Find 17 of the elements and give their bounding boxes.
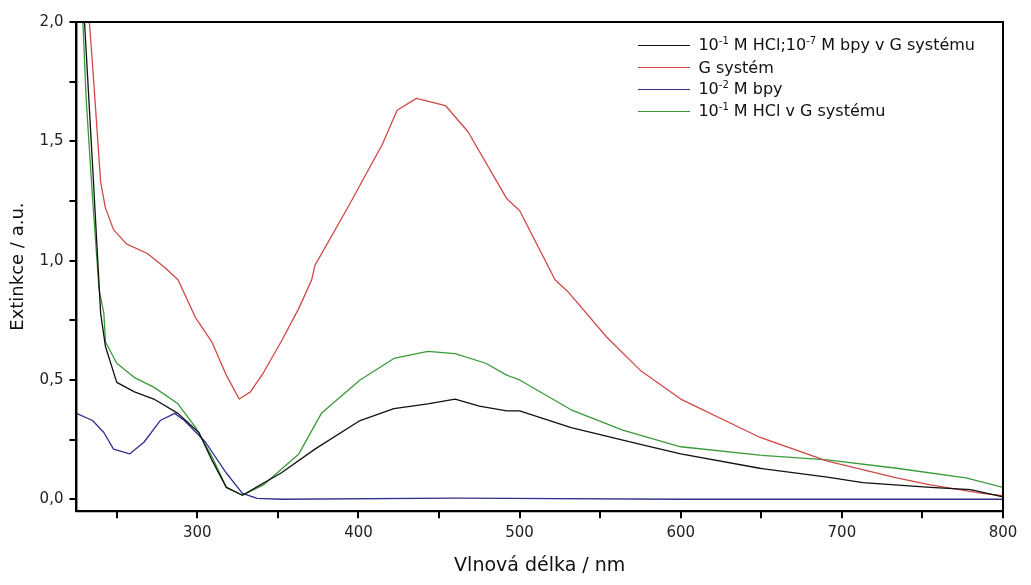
y-tick-label: 2,0 (39, 11, 64, 30)
x-tick-label: 600 (666, 523, 696, 542)
legend-label: G systém (698, 57, 774, 77)
legend-label: 10$^{-1}$ M HCl v G systému (698, 101, 886, 121)
x-tick-label: 400 (344, 523, 373, 542)
legend-label: 10$^{-2}$ M bpy (698, 79, 783, 99)
y-tick-label: 1,0 (39, 250, 64, 269)
y-tick-label: 0,0 (39, 489, 64, 508)
y-axis-title: Extinkce / a.u. (6, 202, 28, 331)
x-tick-label: 300 (182, 523, 212, 542)
x-tick-label: 500 (505, 523, 534, 542)
legend-label: 10$^{-1}$ M HCl;10$^{-7}$ M bpy v G systému (698, 35, 975, 55)
x-tick-label: 800 (988, 523, 1018, 542)
x-tick-label: 700 (827, 523, 857, 542)
y-tick-label: 1,5 (39, 131, 64, 150)
x-axis-title: Vlnová délka / nm (454, 552, 626, 575)
y-tick-label: 0,5 (39, 369, 64, 388)
